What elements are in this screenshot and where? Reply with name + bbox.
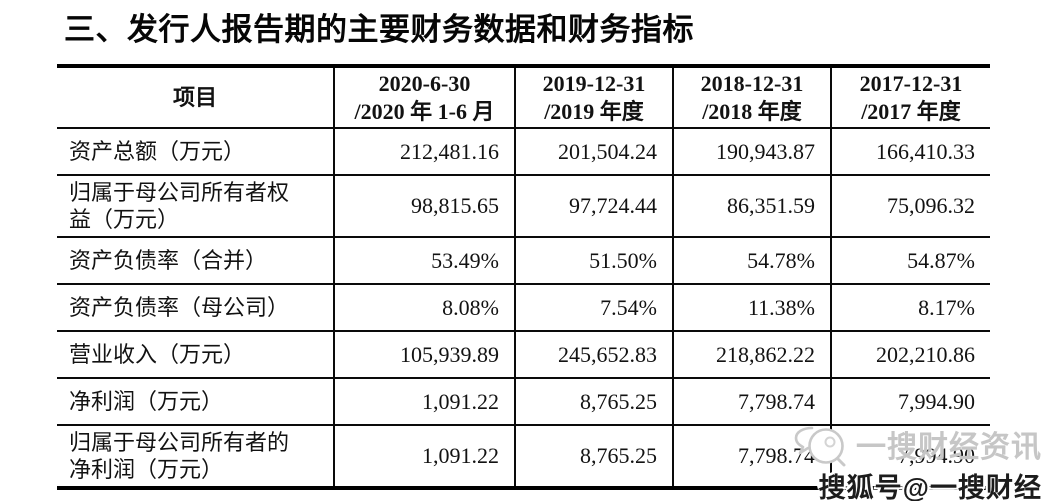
table-row-debt-ratio-parent: 资产负债率（母公司） 8.08% 7.54% 11.38% 8.17%	[57, 283, 990, 332]
cell-value: 53.49%	[333, 236, 516, 285]
column-header-date: 2017-12-31	[859, 71, 963, 96]
cell-value: 7.54%	[514, 283, 674, 332]
table-row-parent-equity: 归属于母公司所有者权益（万元） 98,815.65 97,724.44 86,3…	[57, 174, 990, 238]
column-header-period: /2019 年度	[544, 98, 644, 124]
cell-value: 1,091.22	[333, 424, 516, 489]
table-header-row: 项目 2020-6-30 /2020 年 1-6 月 2019-12-31 /2…	[57, 65, 990, 129]
cell-value: 97,724.44	[514, 174, 674, 238]
cell-value: 202,210.86	[830, 330, 990, 379]
cell-value: 54.78%	[672, 236, 832, 285]
column-header-date: 2018-12-31	[700, 71, 804, 96]
cell-value: 8,765.25	[514, 424, 674, 489]
cell-value: 7,994.90	[830, 424, 990, 489]
column-header-date: 2019-12-31	[542, 71, 646, 96]
column-header-period: /2018 年度	[702, 98, 802, 124]
cell-value: 75,096.32	[830, 174, 990, 238]
row-label: 归属于母公司所有者的净利润（万元）	[57, 424, 335, 489]
table-row-debt-ratio-consolidated: 资产负债率（合并） 53.49% 51.50% 54.78% 54.87%	[57, 236, 990, 285]
table-row-total-assets: 资产总额（万元） 212,481.16 201,504.24 190,943.8…	[57, 127, 990, 176]
cell-value: 218,862.22	[672, 330, 832, 379]
cell-value: 245,652.83	[514, 330, 674, 379]
column-header-text: 项目	[172, 84, 217, 110]
cell-value: 7,798.74	[672, 377, 832, 426]
column-header-2019: 2019-12-31 /2019 年度	[514, 65, 674, 129]
table-row-parent-net-profit: 归属于母公司所有者的净利润（万元） 1,091.22 8,765.25 7,79…	[57, 424, 990, 489]
financial-data-table: 项目 2020-6-30 /2020 年 1-6 月 2019-12-31 /2…	[57, 64, 990, 490]
cell-value: 1,091.22	[333, 377, 516, 426]
cell-value: 51.50%	[514, 236, 674, 285]
column-header-item: 项目	[57, 65, 335, 129]
cell-value: 201,504.24	[514, 127, 674, 176]
column-header-2018: 2018-12-31 /2018 年度	[672, 65, 832, 129]
cell-value: 11.38%	[672, 283, 832, 332]
cell-value: 8.08%	[333, 283, 516, 332]
row-label: 资产负债率（母公司）	[57, 283, 335, 332]
cell-value: 190,943.87	[672, 127, 832, 176]
cell-value: 7,994.90	[830, 377, 990, 426]
cell-value: 212,481.16	[333, 127, 516, 176]
cell-value: 54.87%	[830, 236, 990, 285]
row-label: 净利润（万元）	[57, 377, 335, 426]
cell-value: 105,939.89	[333, 330, 516, 379]
row-label: 营业收入（万元）	[57, 330, 335, 379]
row-label: 资产负债率（合并）	[57, 236, 335, 285]
cell-value: 166,410.33	[830, 127, 990, 176]
page-title: 三、发行人报告期的主要财务数据和财务指标	[64, 12, 694, 47]
column-header-period: /2020 年 1-6 月	[354, 98, 495, 124]
row-label: 归属于母公司所有者权益（万元）	[57, 174, 335, 238]
column-header-date: 2020-6-30	[378, 71, 471, 96]
cell-value: 7,798.74	[672, 424, 832, 489]
table-row-net-profit: 净利润（万元） 1,091.22 8,765.25 7,798.74 7,994…	[57, 377, 990, 426]
cell-value: 8,765.25	[514, 377, 674, 426]
row-label: 资产总额（万元）	[57, 127, 335, 176]
cell-value: 98,815.65	[333, 174, 516, 238]
column-header-2017: 2017-12-31 /2017 年度	[830, 65, 990, 129]
column-header-2020: 2020-6-30 /2020 年 1-6 月	[333, 65, 516, 129]
cell-value: 8.17%	[830, 283, 990, 332]
table-row-operating-revenue: 营业收入（万元） 105,939.89 245,652.83 218,862.2…	[57, 330, 990, 379]
column-header-period: /2017 年度	[861, 98, 961, 124]
cell-value: 86,351.59	[672, 174, 832, 238]
